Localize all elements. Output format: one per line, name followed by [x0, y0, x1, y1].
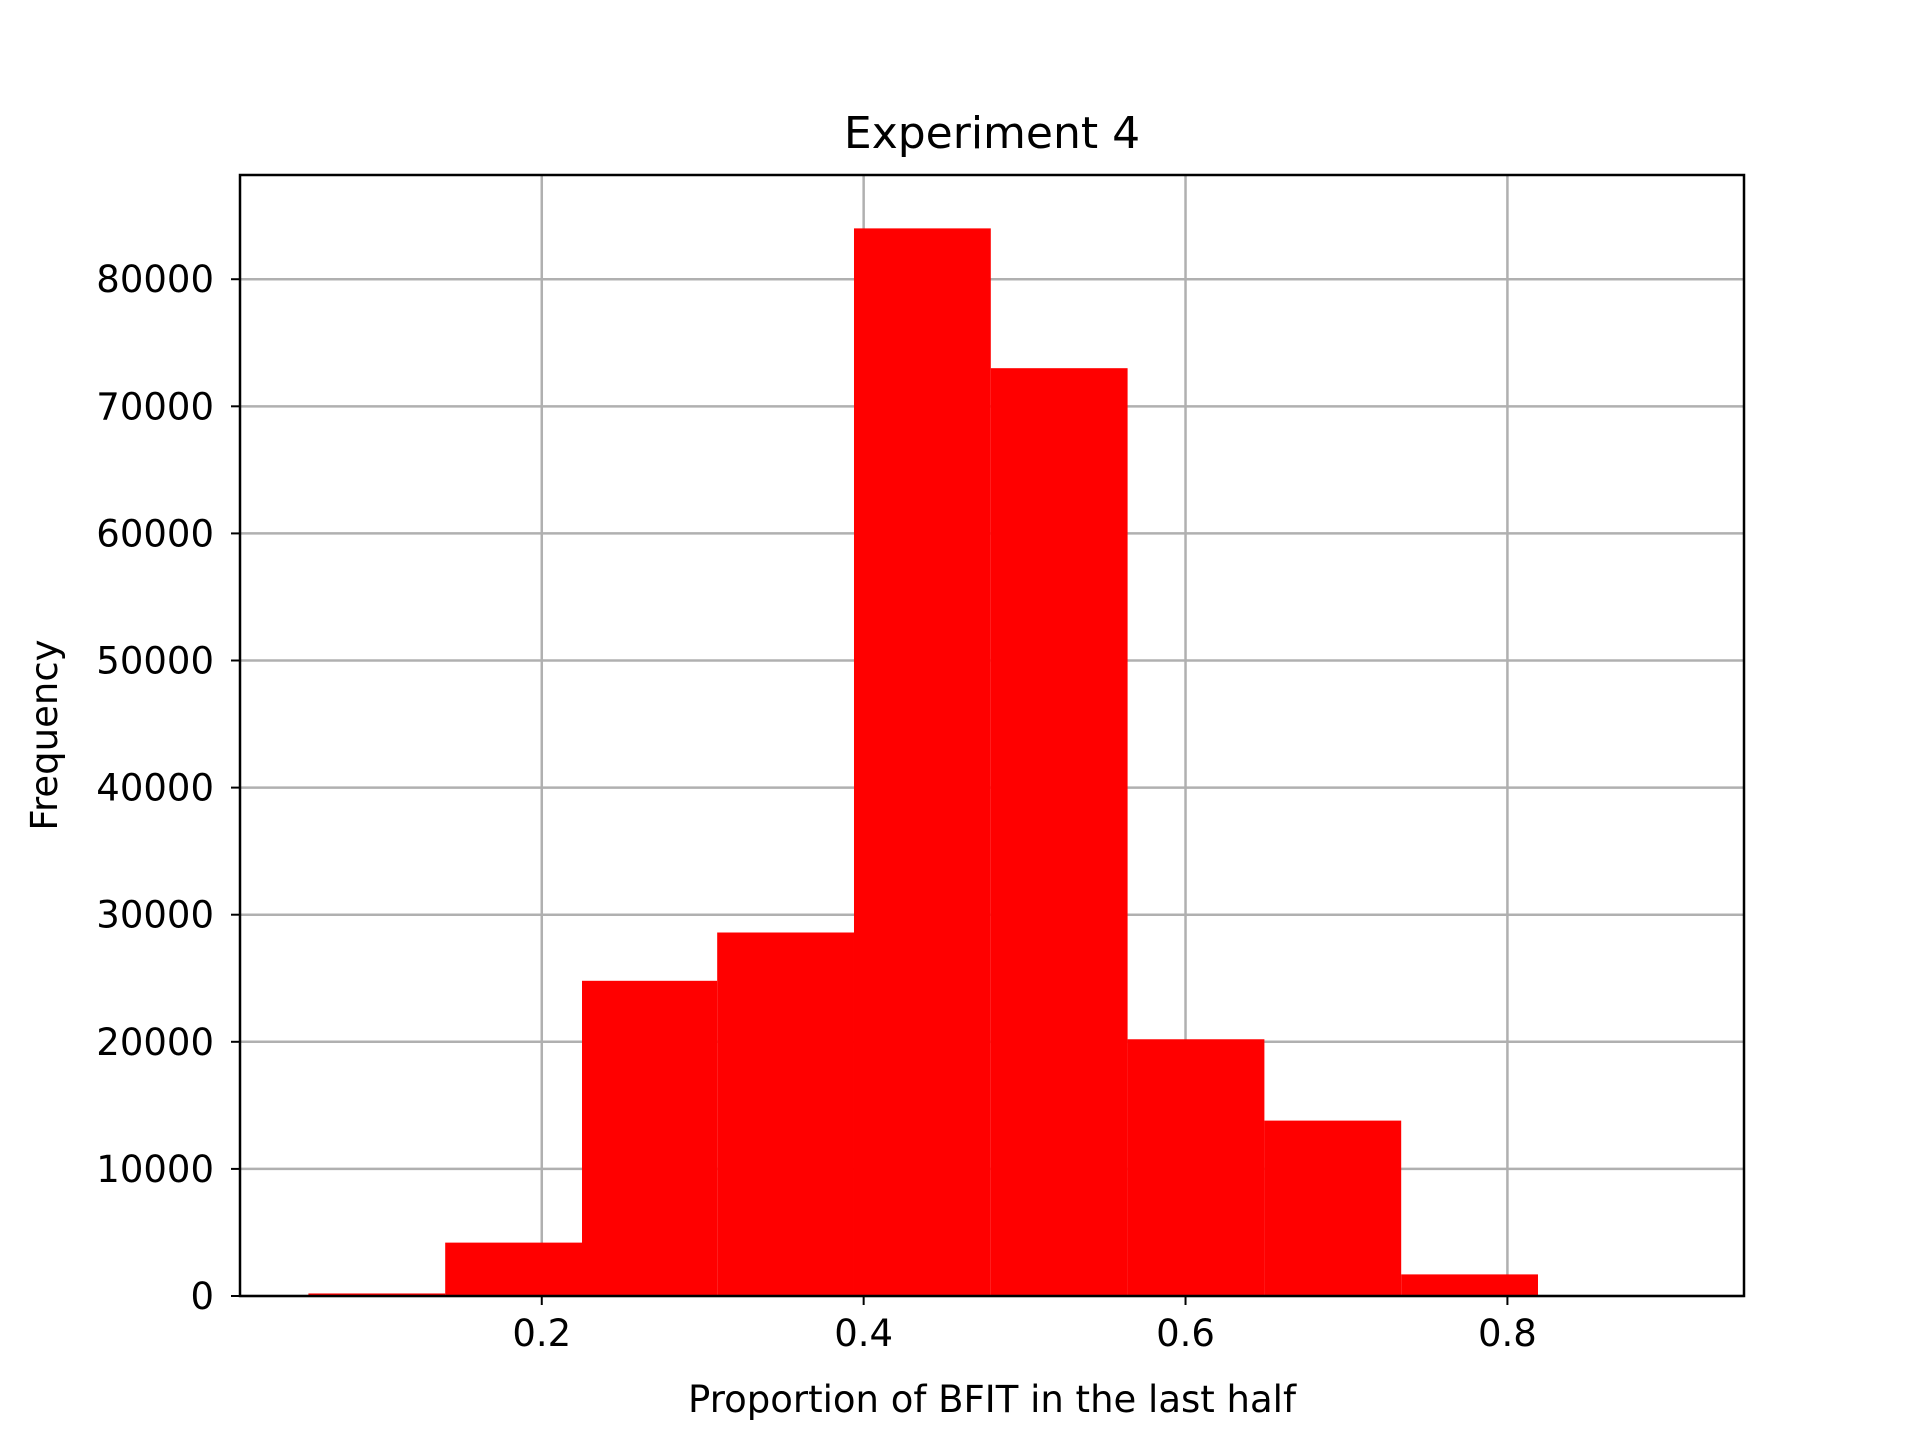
y-tick-label: 60000: [96, 512, 214, 555]
histogram-bar: [853, 228, 991, 1296]
plot-frame: [238, 173, 1746, 1298]
histogram-bar: [445, 1242, 583, 1296]
y-tick-label: 80000: [96, 258, 214, 301]
y-tick-label: 50000: [96, 640, 214, 683]
y-axis-label: Frequency: [23, 639, 66, 830]
y-tick-label: 10000: [96, 1148, 214, 1191]
histogram-bar: [1401, 1274, 1538, 1296]
chart-title: Experiment 4: [844, 108, 1140, 159]
histogram-bar: [717, 932, 854, 1296]
histogram-bar: [308, 1293, 446, 1296]
x-axis-label: Proportion of BFIT in the last half: [688, 1378, 1297, 1421]
histogram-bar: [990, 368, 1128, 1296]
y-tick-label: 40000: [96, 767, 214, 810]
histogram-bar: [582, 980, 718, 1296]
y-tick-label: 30000: [96, 894, 214, 937]
x-tick-label: 0.6: [1156, 1312, 1215, 1355]
axis-ticks: 0.2 0.4 0.6 0.8 0 10000 20000 30000 40000 50000 60…: [96, 258, 1537, 1355]
x-tick-label: 0.4: [834, 1312, 893, 1355]
y-tick-label: 0: [190, 1275, 214, 1318]
x-tick-label: 0.8: [1478, 1312, 1537, 1355]
histogram-bar: [1127, 1039, 1265, 1296]
y-tick-label: 20000: [96, 1021, 214, 1064]
histogram-bars: [308, 228, 1538, 1296]
histogram-bar: [1264, 1120, 1402, 1296]
y-tick-label: 70000: [96, 385, 214, 428]
x-tick-label: 0.2: [512, 1312, 571, 1355]
